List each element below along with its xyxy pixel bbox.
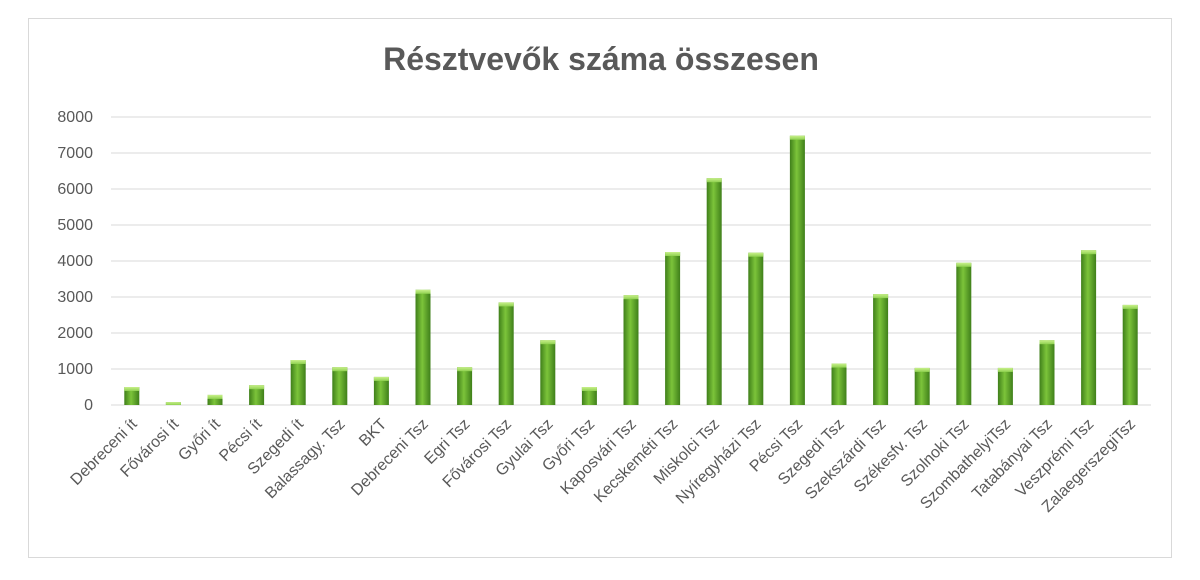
bar <box>831 363 847 405</box>
bar-cap <box>706 178 722 183</box>
bar <box>498 302 514 405</box>
bar-cap <box>956 262 972 267</box>
bar-cap <box>124 387 140 391</box>
bar-cap <box>914 367 930 372</box>
bar-body <box>457 367 473 405</box>
bar <box>873 294 889 405</box>
bar <box>207 394 223 405</box>
bar-cap <box>581 387 597 391</box>
bar-cap <box>1122 304 1138 309</box>
bar <box>956 262 972 405</box>
bar-body <box>1039 340 1055 405</box>
bar <box>789 135 805 405</box>
x-tick-label: Székesfv. Tsz <box>851 416 931 496</box>
bar <box>249 385 265 405</box>
bar <box>373 376 389 405</box>
y-tick-label: 1000 <box>57 361 93 378</box>
bar-body <box>207 394 223 405</box>
bar-cap <box>249 385 265 390</box>
bar-cap <box>831 363 847 368</box>
y-tick-label: 7000 <box>57 145 93 162</box>
bar <box>165 402 181 405</box>
chart-frame: Résztvevők száma összesen 0 1000 2000 3000 4… <box>28 18 1172 558</box>
bar-body <box>873 294 889 405</box>
bar <box>540 340 556 405</box>
bar-body <box>540 340 556 405</box>
y-tick-label: 2000 <box>57 325 93 342</box>
bar-body <box>581 387 597 405</box>
bar-cap <box>873 294 889 299</box>
bar-body <box>665 252 681 405</box>
bar <box>581 387 597 405</box>
bar <box>1039 340 1055 405</box>
y-axis: 0 1000 2000 3000 4000 5000 6000 7000 8000 <box>57 109 93 414</box>
bar-chart: 0 1000 2000 3000 4000 5000 6000 7000 8000 Debrec… <box>57 109 1151 516</box>
bar-cap <box>207 394 223 399</box>
bar <box>124 387 140 405</box>
bar-cap <box>498 302 514 307</box>
bar-cap <box>165 402 181 405</box>
bar-cap <box>1039 340 1055 345</box>
x-tick-label: Győri ít <box>175 415 224 464</box>
bar <box>290 360 306 405</box>
y-tick-label: 3000 <box>57 289 93 306</box>
bar-cap <box>1081 250 1097 255</box>
bar-body <box>1081 250 1097 405</box>
y-tick-label: 8000 <box>57 109 93 126</box>
y-tick-label: 6000 <box>57 181 93 198</box>
bar <box>997 367 1013 405</box>
bar-body <box>706 178 722 405</box>
bar <box>332 367 348 405</box>
y-tick-label: 0 <box>84 397 93 414</box>
bar-body <box>789 135 805 405</box>
bar-body <box>373 376 389 405</box>
y-tick-label: 5000 <box>57 217 93 234</box>
bar-body <box>249 385 265 405</box>
bar-body <box>332 367 348 405</box>
bar-body <box>124 387 140 405</box>
bar-body <box>956 262 972 405</box>
bar-cap <box>997 367 1013 372</box>
bar-cap <box>789 135 805 140</box>
bar-body <box>997 367 1013 405</box>
bar-cap <box>290 360 306 364</box>
bar <box>706 178 722 405</box>
bar-cap <box>373 376 389 381</box>
x-tick-label: BKT <box>356 416 390 450</box>
bar <box>415 289 431 405</box>
bar-cap <box>748 252 764 257</box>
y-tick-label: 4000 <box>57 253 93 270</box>
bar-cap <box>623 295 639 300</box>
bar <box>914 367 930 405</box>
bar-body <box>415 289 431 405</box>
x-tick-label: Debreceni Tsz <box>348 416 432 500</box>
bar-cap <box>665 252 681 256</box>
bar <box>1081 250 1097 405</box>
bar-cap <box>457 367 473 372</box>
bar-body <box>290 360 306 405</box>
bar-body <box>831 363 847 405</box>
bar-cap <box>332 367 348 372</box>
bar <box>457 367 473 405</box>
bar-body <box>914 367 930 405</box>
bar <box>748 252 764 405</box>
bar <box>623 295 639 405</box>
bar-body <box>748 252 764 405</box>
bar-cap <box>540 340 556 345</box>
bar-body <box>498 302 514 405</box>
bar-cap <box>415 289 431 294</box>
bar-body <box>623 295 639 405</box>
bar <box>665 252 681 405</box>
bars <box>124 135 1138 405</box>
bar-body <box>1122 304 1138 405</box>
bar <box>1122 304 1138 405</box>
chart-title: Résztvevők száma összesen <box>383 41 819 77</box>
